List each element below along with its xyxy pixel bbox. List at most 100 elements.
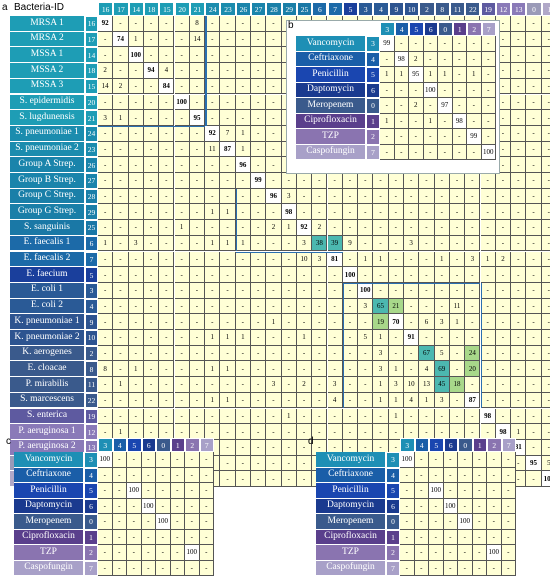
matrix-cell: - [400,467,415,483]
matrix-cell: - [251,345,267,362]
column-id-header: 18 [143,2,160,16]
matrix-cell: - [220,47,236,64]
matrix-cell: 65 [373,298,389,315]
matrix-cell: - [495,298,512,315]
matrix-cell: 11 [205,141,221,158]
matrix-cell: - [465,282,481,299]
column-id-header: 1 [170,438,185,452]
matrix-cell: - [388,282,404,299]
matrix-cell: - [113,392,129,409]
matrix-cell: - [174,377,190,393]
matrix-cell: 100 [429,483,444,499]
matrix-cell: - [112,498,127,514]
matrix-cell: - [113,157,129,173]
matrix-cell: - [526,298,542,315]
matrix-cell: - [281,471,297,487]
matrix-cell: - [128,141,144,158]
matrix-cell: 98 [394,51,409,67]
matrix-cell: 4 [404,392,420,409]
matrix-cell: 1 [220,392,236,409]
matrix-cell: - [501,452,516,468]
matrix-cell: 1 [235,141,251,158]
matrix-cell: - [296,439,313,456]
matrix-cell: - [189,408,206,425]
row-label-antibiotic: Caspofungin [296,144,366,160]
matrix-cell: - [373,267,389,283]
panel-a-label: a [2,2,8,13]
matrix-cell: - [296,361,313,378]
matrix-cell: - [205,16,221,32]
matrix-cell: - [159,345,175,362]
matrix-cell: - [358,220,374,236]
matrix-cell: - [235,471,251,487]
matrix-cell: 1 [388,408,404,425]
matrix-cell: - [159,125,175,142]
matrix-cell: 1 [388,392,404,409]
column-id-header: 1 [472,438,487,452]
panel-d-label: d [308,436,314,447]
matrix-cell: - [127,545,142,561]
matrix-cell: - [113,361,129,378]
matrix-cell: - [495,188,512,205]
matrix-cell: 99 [467,129,482,145]
matrix-cell: - [220,267,236,283]
matrix-cell: - [511,16,527,32]
matrix-cell: - [281,424,297,440]
column-id-header: 1 [452,22,467,36]
matrix-cell: - [185,560,200,576]
matrix-cell: - [235,16,251,32]
matrix-cell: - [394,144,409,160]
matrix-cell: 19 [373,314,389,330]
matrix-cell: - [189,47,206,64]
matrix-cell: 13 [419,377,435,393]
matrix-cell: - [526,157,542,173]
matrix-cell: - [511,220,527,236]
row-label-antibiotic: Daptomycin [296,82,366,98]
matrix-cell: - [159,377,175,393]
matrix-cell: - [438,129,453,145]
matrix-cell: - [404,251,420,268]
matrix-cell: - [98,251,114,268]
row-label-bacterium: Group C Strep. [10,188,85,205]
matrix-cell: - [143,110,160,126]
row-label-bacterium: E. coli 1 [10,282,85,299]
column-id-header: 29 [281,2,297,16]
matrix-cell: - [251,235,267,252]
matrix-cell: - [205,63,221,79]
row-id: 28 [85,188,98,205]
matrix-cell: - [526,330,542,346]
matrix-cell: - [170,483,185,499]
matrix-cell: - [281,392,297,409]
matrix-cell: - [419,251,435,268]
matrix-cell: - [327,282,343,299]
matrix-cell: - [235,282,251,299]
row-label-bacterium: S. enterica [10,408,85,425]
row-id: 21 [85,110,98,126]
row-id: 9 [85,314,98,330]
matrix-cell: - [189,282,206,299]
matrix-cell: - [174,141,190,158]
matrix-cell: - [141,483,156,499]
matrix-cell: - [159,173,175,189]
column-id-header: 7 [199,438,214,452]
matrix-cell: - [266,330,282,346]
matrix-cell: - [327,173,343,189]
matrix-cell: 1 [394,67,409,83]
column-id-header: 27 [251,2,267,16]
matrix-cell: 1 [205,392,221,409]
matrix-cell: - [205,157,221,173]
matrix-cell: - [400,498,415,514]
matrix-cell: - [199,483,214,499]
matrix-cell: - [143,157,160,173]
matrix-cell: - [480,188,496,205]
row-id: 2 [84,545,98,561]
matrix-cell: - [205,110,221,126]
matrix-cell: 3 [312,251,328,268]
matrix-cell: - [141,545,156,561]
matrix-cell: - [251,392,267,409]
matrix-cell: - [541,235,550,252]
matrix-cell: - [409,82,424,98]
column-id-header: 6 [141,438,156,452]
row-id: 3 [85,282,98,299]
matrix-cell: - [266,173,282,189]
